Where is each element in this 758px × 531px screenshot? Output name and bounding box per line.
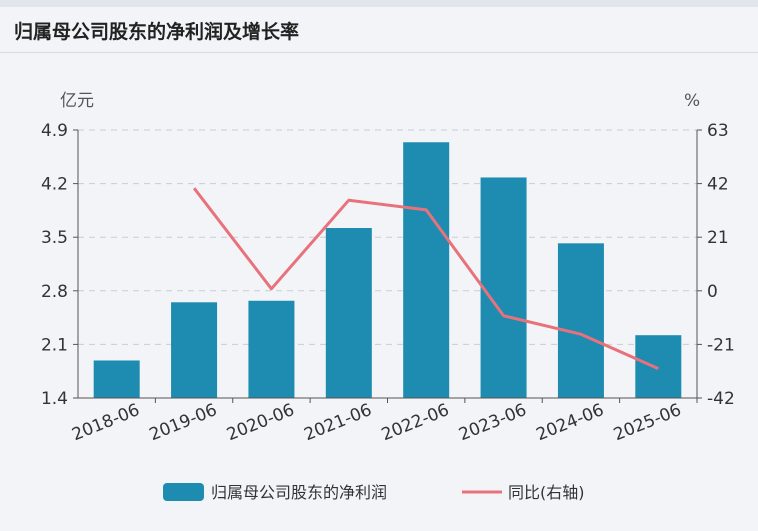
legend-label-line: 同比(右轴)	[508, 483, 585, 502]
left-tick-label: 4.2	[41, 175, 68, 195]
left-tick-label: 1.4	[41, 389, 68, 409]
left-tick-label: 4.9	[41, 121, 68, 141]
right-tick-label: 42	[707, 175, 729, 195]
left-tick-label: 2.8	[41, 282, 68, 302]
bar	[325, 228, 372, 398]
bar	[171, 302, 218, 398]
right-tick-label: 0	[707, 282, 718, 302]
bar	[557, 243, 604, 398]
x-tick-label: 2020-06	[224, 400, 297, 445]
yoy-line	[192, 187, 659, 370]
bar	[403, 142, 450, 398]
x-tick-label: 2018-06	[69, 400, 142, 445]
x-tick-label: 2023-06	[456, 400, 529, 445]
bar	[635, 335, 682, 398]
left-axis-unit: 亿元	[60, 91, 94, 111]
top-strip	[0, 0, 758, 7]
x-tick-label: 2025-06	[611, 400, 684, 445]
bar	[93, 360, 140, 398]
right-tick-label: 63	[707, 121, 729, 141]
x-tick-label: 2021-06	[301, 400, 374, 445]
bar	[480, 177, 527, 398]
bar	[248, 300, 295, 398]
left-tick-label: 3.5	[41, 228, 68, 248]
x-tick-label: 2022-06	[379, 400, 452, 445]
right-tick-label: 21	[707, 228, 729, 248]
right-tick-label: -21	[707, 335, 735, 355]
legend-label-bar: 归属母公司股东的净利润	[211, 483, 387, 502]
left-tick-label: 2.1	[41, 335, 68, 355]
legend-swatch-bar	[163, 483, 204, 501]
right-axis-unit: %	[684, 91, 700, 111]
x-tick-label: 2024-06	[533, 400, 606, 445]
chart-title: 归属母公司股东的净利润及增长率	[14, 21, 300, 43]
x-tick-label: 2019-06	[147, 400, 220, 445]
chart-header: 归属母公司股东的净利润及增长率	[0, 7, 758, 53]
right-tick-label: -42	[707, 389, 735, 409]
